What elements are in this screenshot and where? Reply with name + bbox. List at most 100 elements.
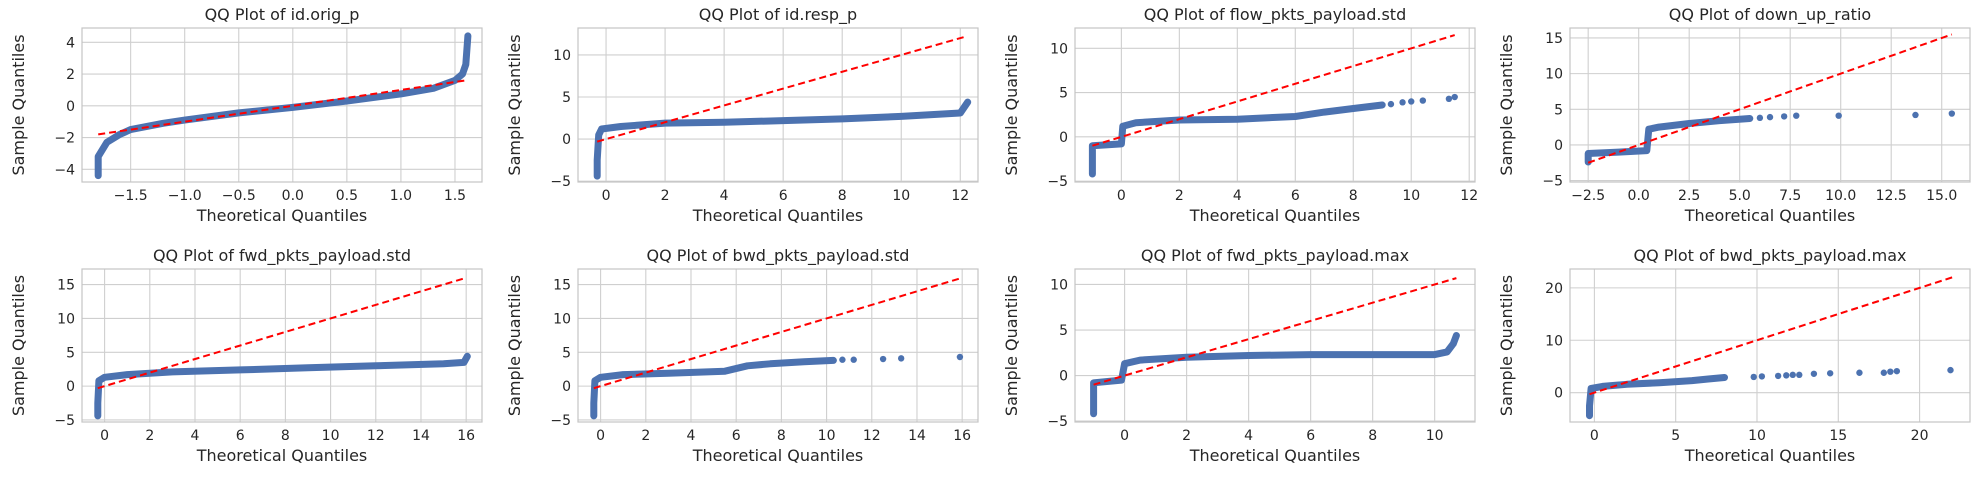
x-tick-label: −2.5 <box>1571 188 1605 204</box>
reference-line <box>593 276 963 390</box>
data-point <box>1445 95 1453 103</box>
data-point <box>1880 369 1888 376</box>
data-point <box>879 355 887 363</box>
y-tick-label: 5 <box>1059 323 1068 339</box>
x-tick-label: 5.0 <box>1729 188 1751 204</box>
x-tick-label: 12 <box>1460 188 1478 204</box>
x-axis-label: Theoretical Quantiles <box>692 206 864 225</box>
subplot-title: QQ Plot of id.orig_p <box>205 5 360 25</box>
subplot-title: QQ Plot of down_up_ratio <box>1669 5 1871 25</box>
x-tick-label: 8 <box>281 428 290 444</box>
x-tick-label: 14 <box>412 428 430 444</box>
x-tick-label: 15.0 <box>1926 188 1957 204</box>
data-point <box>1399 99 1406 106</box>
x-tick-label: 0.0 <box>1628 188 1650 204</box>
x-tick-label: 6 <box>779 188 788 204</box>
y-tick-label: 20 <box>1545 281 1563 297</box>
data-point <box>1451 93 1458 101</box>
y-axis-label: Sample Quantiles <box>505 34 524 175</box>
data-point <box>1756 114 1764 122</box>
data-point <box>1766 113 1774 121</box>
y-tick-label: 15 <box>1545 31 1563 47</box>
sample-quantiles-series <box>1586 374 1728 420</box>
y-axis-label: Sample Quantiles <box>1497 275 1516 416</box>
y-tick-label: 10 <box>1545 67 1563 83</box>
y-tick-label: −5 <box>1047 414 1068 430</box>
y-tick-label: 0 <box>562 132 571 148</box>
x-tick-label: 2 <box>1175 188 1184 204</box>
reference-line <box>1093 277 1457 386</box>
y-tick-label: −4 <box>54 162 75 178</box>
x-tick-label: 2 <box>145 428 154 444</box>
y-tick-label: −5 <box>54 413 75 429</box>
x-tick-label: 10 <box>1748 428 1766 444</box>
y-tick-label: 0 <box>1059 369 1068 385</box>
reference-line <box>97 276 467 390</box>
data-point <box>839 356 846 363</box>
data-point <box>1780 113 1788 120</box>
x-tick-label: 1.0 <box>390 188 412 204</box>
x-tick-label: 8 <box>838 188 847 204</box>
x-tick-label: 15 <box>1829 428 1847 444</box>
sample-quantiles-series <box>94 352 471 420</box>
plot-frame <box>1074 27 1476 183</box>
sample-quantiles-series <box>1090 332 1460 418</box>
plot-frame <box>81 268 483 423</box>
x-tick-label: 14 <box>908 428 926 444</box>
qq-subplot: −2.5 0.0 2.5 5.0 7.5 10.0 12.5 15.0 −5 0 5 10 15 QQ P… <box>1497 5 1971 225</box>
x-tick-label: 16 <box>953 428 971 444</box>
y-axis-label: Sample Quantiles <box>9 34 28 175</box>
data-point <box>1948 110 1956 117</box>
data-point <box>1796 371 1803 379</box>
y-axis-label: Sample Quantiles <box>505 275 524 416</box>
qq-subplot: 0 2 4 6 8 10 12 −5 0 5 10 QQ Plot of flow_pkts_payl… <box>1002 5 1478 225</box>
x-tick-label: 0 <box>100 428 109 444</box>
qq-subplot: 0 2 4 6 8 10 −5 0 5 10 QQ Plot of fwd_pkts_payload… <box>1002 246 1476 465</box>
y-tick-label: 10 <box>553 48 571 64</box>
subplot-title: QQ Plot of bwd_pkts_payload.max <box>1633 246 1906 266</box>
x-axis-label: Theoretical Quantiles <box>1684 206 1856 225</box>
x-tick-label: 10 <box>1402 188 1420 204</box>
x-axis-label: Theoretical Quantiles <box>692 446 864 465</box>
x-tick-label: 12 <box>863 428 881 444</box>
x-tick-label: 8 <box>777 428 786 444</box>
data-point <box>1750 373 1757 381</box>
data-point <box>1912 111 1919 119</box>
y-tick-label: 2 <box>66 67 75 83</box>
y-tick-label: 4 <box>66 35 75 51</box>
y-tick-label: 0 <box>562 379 571 395</box>
x-tick-label: 10 <box>1426 428 1444 444</box>
x-tick-label: 0 <box>1120 428 1129 444</box>
x-tick-label: 4 <box>191 428 200 444</box>
y-tick-label: 5 <box>1059 86 1068 102</box>
x-tick-label: 10 <box>818 428 836 444</box>
reference-line <box>1587 33 1953 164</box>
x-tick-label: 10.0 <box>1825 188 1856 204</box>
y-tick-label: 5 <box>66 345 75 361</box>
x-tick-label: −0.5 <box>222 188 256 204</box>
x-tick-label: 5 <box>1671 428 1680 444</box>
data-point <box>1408 98 1415 105</box>
subplot-title: QQ Plot of fwd_pkts_payload.max <box>1141 246 1409 266</box>
y-tick-label: 0 <box>1554 138 1563 154</box>
data-point <box>1387 100 1395 108</box>
plot-frame <box>577 27 979 183</box>
subplot-title: QQ Plot of flow_pkts_payload.std <box>1144 5 1406 25</box>
x-tick-label: 6 <box>236 428 245 444</box>
x-tick-label: 2.5 <box>1678 188 1700 204</box>
reference-line <box>596 35 967 143</box>
x-tick-label: 7.5 <box>1779 188 1801 204</box>
y-tick-label: 0 <box>1554 386 1563 402</box>
x-tick-label: 6 <box>1291 188 1300 204</box>
x-axis-label: Theoretical Quantiles <box>1684 446 1856 465</box>
x-tick-label: 6 <box>732 428 741 444</box>
x-tick-label: 8 <box>1349 188 1358 204</box>
x-tick-label: 6 <box>1306 428 1315 444</box>
data-point <box>1835 112 1842 119</box>
plot-frame <box>1074 268 1476 423</box>
data-point <box>850 356 857 363</box>
y-tick-label: −2 <box>54 131 75 147</box>
x-tick-label: 12 <box>951 188 969 204</box>
x-tick-label: 2 <box>661 188 670 204</box>
data-point <box>1856 369 1863 376</box>
